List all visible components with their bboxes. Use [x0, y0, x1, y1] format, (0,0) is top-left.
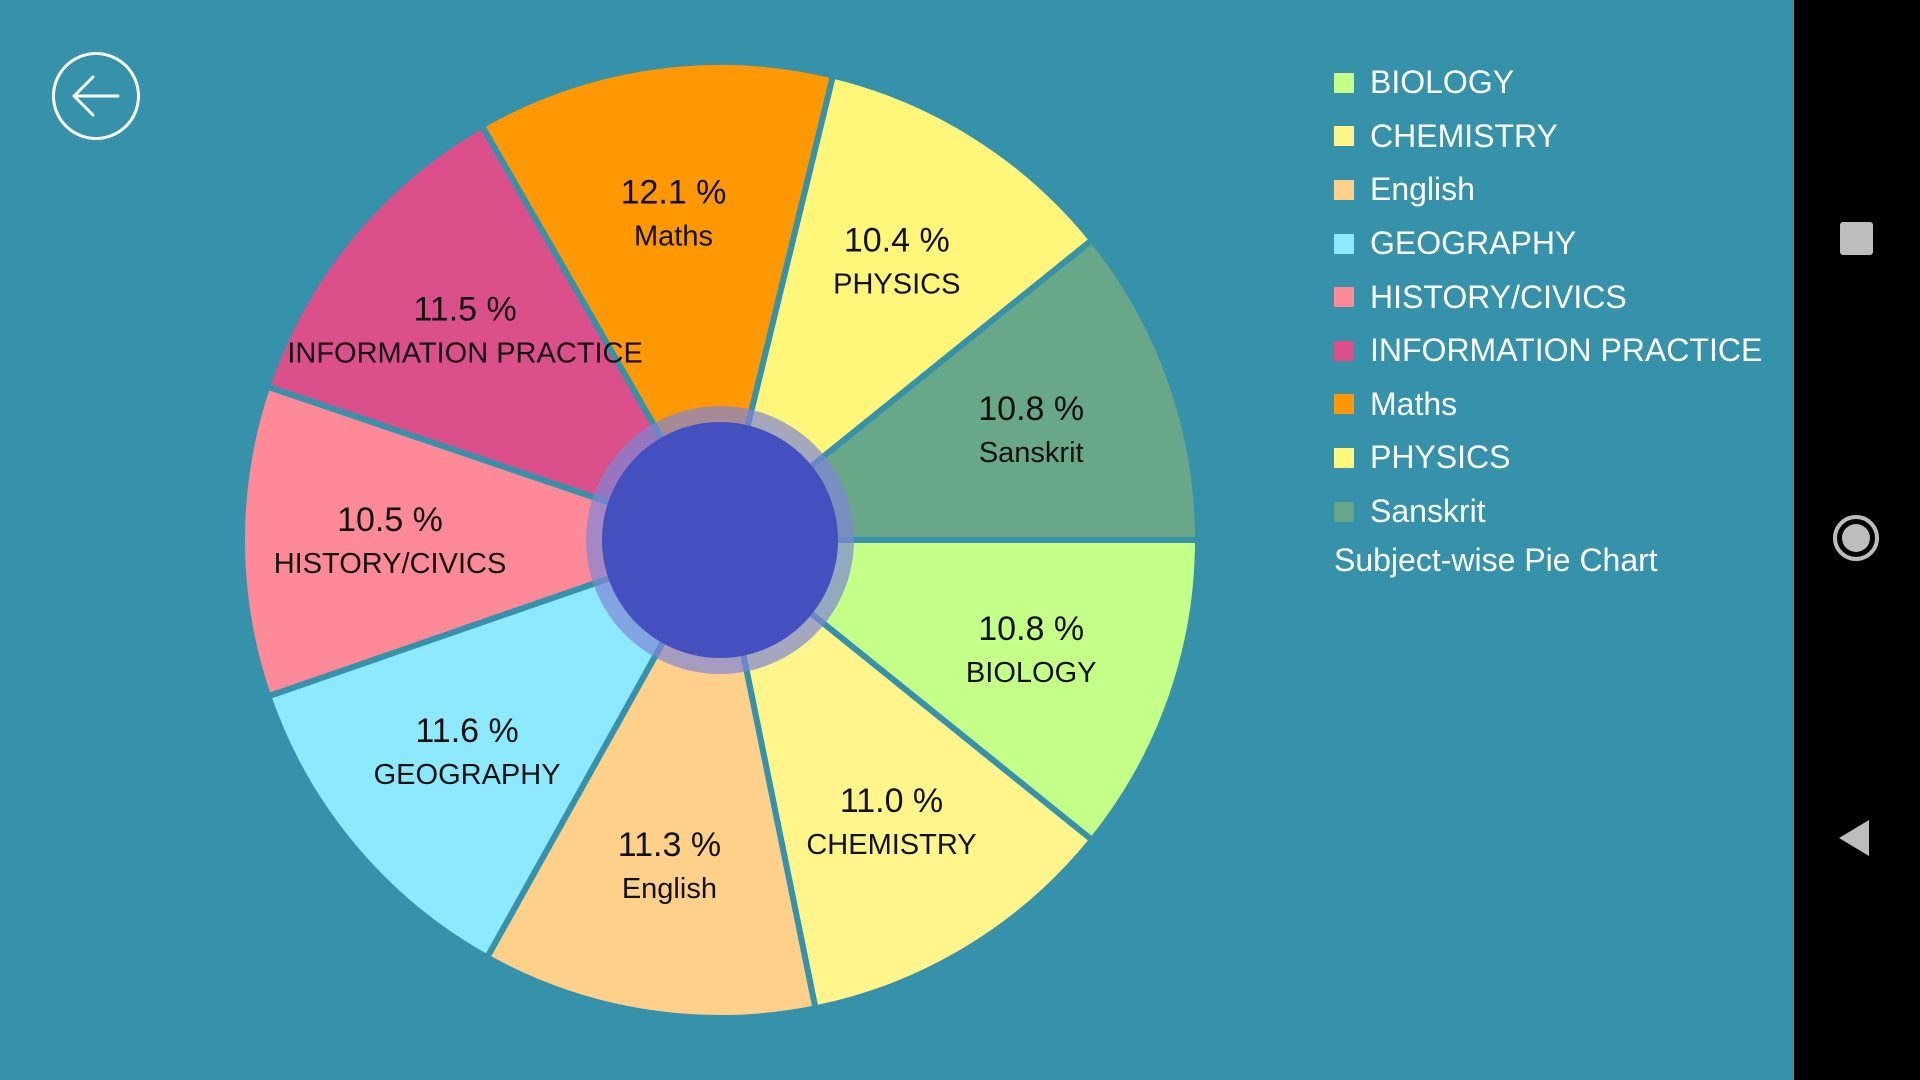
slice-name-label: HISTORY/CIVICS [274, 548, 507, 580]
legend-label: English [1370, 171, 1475, 208]
pie-slice-biology[interactable] [717, 537, 1200, 844]
legend-item[interactable]: GEOGRAPHY [1334, 217, 1794, 271]
legend-label: INFORMATION PRACTICE [1370, 332, 1763, 369]
slice-label-group: 10.4 % PHYSICS [833, 221, 960, 300]
slice-name-label: Maths [634, 220, 713, 252]
pie-slice-chemistry[interactable] [717, 537, 1096, 1012]
slice-label-group: 11.0 % CHEMISTRY [806, 782, 976, 861]
slice-percent-label: 10.8 % [978, 390, 1084, 428]
legend-swatch [1334, 126, 1354, 147]
slice-label-group: 11.5 % INFORMATION PRACTICE [287, 290, 643, 369]
pie-chart: 10.8 % BIOLOGY 11.0 % CHEMISTRY 11.3 % Englis… [239, 62, 1200, 1018]
slice-percent-label: 12.1 % [621, 173, 727, 211]
legend-item[interactable]: Sanskrit [1334, 485, 1794, 539]
pie-slice-information-practice[interactable] [264, 122, 723, 543]
legend-swatch [1334, 340, 1354, 361]
pie-slice-geography[interactable] [265, 537, 723, 961]
square-icon [1840, 222, 1873, 255]
slice-label-group: 11.3 % English [618, 826, 721, 905]
app-screen: 10.8 % BIOLOGY 11.0 % CHEMISTRY 11.3 % Englis… [52, 52, 1794, 1018]
legend-swatch [1334, 72, 1354, 93]
legend-swatch [1334, 394, 1354, 415]
slice-percent-label: 11.3 % [618, 826, 721, 864]
slice-label-group: 10.8 % BIOLOGY [966, 610, 1097, 689]
circle-icon [1833, 515, 1879, 561]
back-arrow-icon [72, 75, 120, 117]
legend-label: GEOGRAPHY [1370, 225, 1577, 262]
legend-label: Sanskrit [1370, 493, 1486, 530]
legend-swatch [1334, 447, 1354, 468]
pie-slice-sanskrit[interactable] [717, 236, 1200, 543]
home-button[interactable] [1794, 515, 1920, 565]
slice-name-label: CHEMISTRY [806, 829, 976, 861]
legend-swatch [1334, 179, 1354, 200]
slice-label-group: 11.6 % GEOGRAPHY [374, 712, 561, 791]
legend-label: BIOLOGY [1370, 64, 1515, 101]
legend-item[interactable]: CHEMISTRY [1334, 110, 1794, 164]
slice-percent-label: 10.8 % [978, 610, 1084, 648]
pie-slice-physics[interactable] [717, 72, 1096, 543]
slice-name-label: INFORMATION PRACTICE [287, 337, 643, 369]
slice-name-label: GEOGRAPHY [374, 759, 561, 791]
legend-item[interactable]: PHYSICS [1334, 431, 1794, 485]
legend-item[interactable]: HISTORY/CIVICS [1334, 270, 1794, 324]
slice-name-label: Sanskrit [979, 437, 1084, 469]
chart-title: Subject-wise Pie Chart [1334, 542, 1658, 579]
pie-center-hole [602, 422, 838, 658]
slice-name-label: English [622, 873, 717, 905]
pie-slice-history-civics[interactable] [239, 383, 723, 700]
legend-item[interactable]: BIOLOGY [1334, 56, 1794, 110]
slice-label-group: 12.1 % Maths [621, 173, 727, 252]
slice-name-label: PHYSICS [833, 268, 960, 300]
slice-percent-label: 11.5 % [413, 290, 516, 328]
system-back-button[interactable] [1794, 820, 1920, 860]
slice-percent-label: 10.5 % [337, 501, 443, 539]
legend-label: CHEMISTRY [1370, 117, 1558, 154]
legend-swatch [1334, 233, 1354, 254]
recents-button[interactable] [1794, 222, 1920, 262]
legend-label: HISTORY/CIVICS [1370, 278, 1627, 315]
legend-swatch [1334, 287, 1354, 308]
triangle-back-icon [1839, 820, 1869, 856]
slice-percent-label: 11.0 % [840, 782, 943, 820]
slice-label-group: 10.5 % HISTORY/CIVICS [274, 501, 507, 580]
back-button[interactable] [52, 52, 140, 140]
slice-percent-label: 10.4 % [844, 221, 950, 259]
slice-percent-label: 11.6 % [415, 712, 518, 750]
slice-name-label: BIOLOGY [966, 657, 1097, 689]
android-nav-bar [1794, 0, 1920, 1080]
legend-item[interactable]: INFORMATION PRACTICE [1334, 324, 1794, 378]
legend-label: PHYSICS [1370, 439, 1511, 476]
legend-item[interactable]: English [1334, 163, 1794, 217]
legend-item[interactable]: Maths [1334, 378, 1794, 432]
chart-legend: BIOLOGY CHEMISTRY English GEOGRAPHY HISTORY/… [1334, 56, 1794, 579]
legend-swatch [1334, 501, 1354, 522]
legend-label: Maths [1370, 385, 1458, 422]
slice-label-group: 10.8 % Sanskrit [978, 390, 1084, 469]
